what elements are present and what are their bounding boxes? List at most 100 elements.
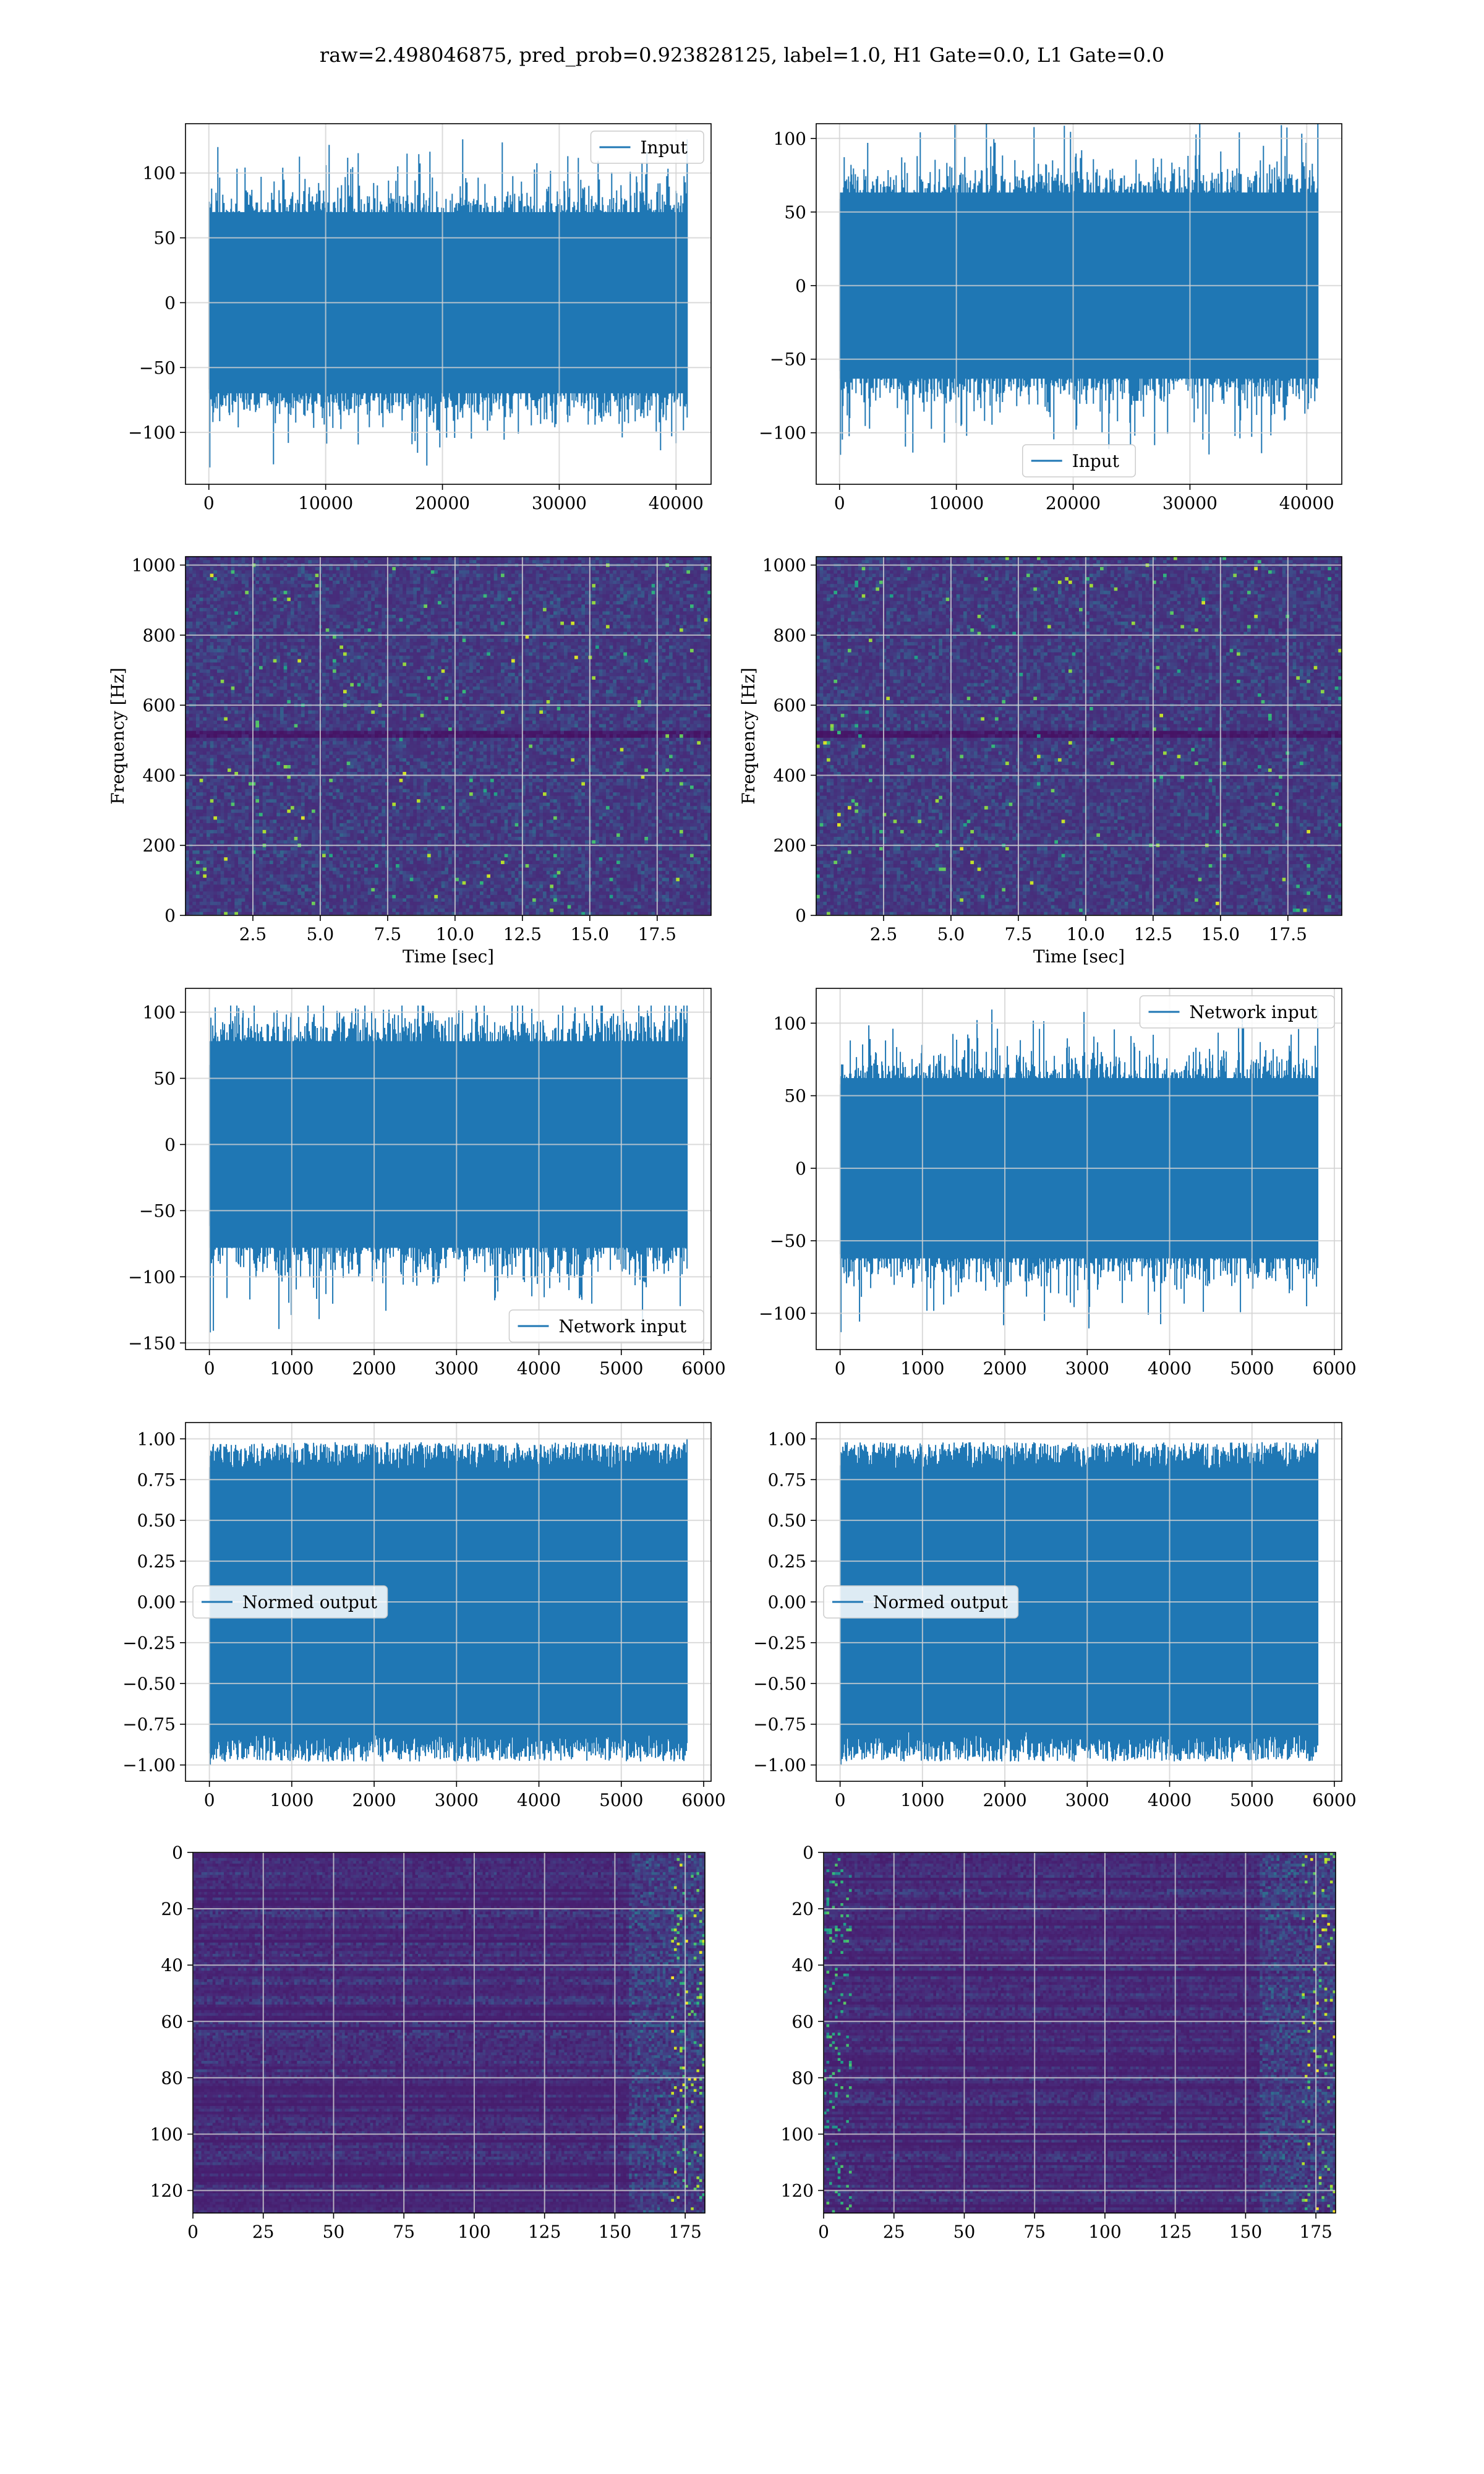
heatmap-cell: [210, 635, 214, 639]
heatmap-cell: [228, 584, 231, 588]
heatmap-cell: [392, 635, 396, 639]
heatmap-cell: [280, 662, 284, 666]
heatmap-cell: [638, 560, 641, 564]
heatmap-cell: [420, 567, 424, 571]
heatmap-cell: [200, 649, 203, 653]
heatmap-cell: [487, 604, 490, 608]
heatmap-cell: [417, 649, 420, 653]
heatmap-cell: [339, 662, 343, 666]
heatmap-cell: [364, 557, 368, 560]
heatmap-cell: [196, 659, 200, 663]
heatmap-cell: [389, 570, 393, 574]
heatmap-cell: [526, 628, 529, 632]
heatmap-cell: [445, 560, 448, 564]
heatmap-cell: [200, 611, 203, 615]
heatmap-cell: [347, 574, 351, 578]
heatmap-cell: [217, 574, 221, 578]
heatmap-cell: [686, 581, 690, 584]
heatmap-cell: [287, 574, 291, 578]
heatmap-cell: [192, 597, 196, 601]
heatmap-cell: [487, 608, 490, 612]
heatmap-cell: [410, 615, 414, 618]
heatmap-cell: [217, 615, 221, 618]
heatmap-cell: [547, 608, 550, 612]
heatmap-cell: [294, 625, 298, 629]
heatmap-cell: [543, 662, 547, 666]
heatmap-cell: [568, 611, 571, 615]
heatmap-cell: [634, 625, 638, 629]
heatmap-cell: [333, 662, 336, 666]
heatmap-cell: [189, 608, 193, 612]
heatmap-cell: [339, 594, 343, 598]
heatmap-cell: [680, 574, 683, 578]
heatmap-cell: [192, 615, 196, 618]
heatmap-cell: [276, 591, 280, 594]
heatmap-cell: [665, 611, 669, 615]
heatmap-cell: [326, 646, 330, 649]
heatmap-cell: [550, 611, 553, 615]
heatmap-cell: [196, 649, 200, 653]
heatmap-cell: [680, 594, 683, 598]
heatmap-cell: [638, 642, 641, 646]
heatmap-cell: [186, 649, 189, 653]
heatmap-cell: [553, 584, 557, 588]
heatmap-cell: [431, 557, 435, 560]
heatmap-cell: [420, 601, 424, 605]
heatmap-cell: [469, 615, 473, 618]
heatmap-cell: [501, 560, 505, 564]
heatmap-cell: [662, 597, 666, 601]
heatmap-cell: [480, 649, 484, 653]
heatmap-cell: [266, 601, 270, 605]
heatmap-cell: [291, 625, 294, 629]
heatmap-cell: [459, 639, 463, 643]
heatmap-cell: [455, 656, 459, 659]
heatmap-cell: [186, 628, 189, 632]
heatmap-cell: [234, 608, 238, 612]
heatmap-cell: [434, 615, 438, 618]
heatmap-cell: [511, 656, 515, 659]
heatmap-cell: [484, 659, 487, 663]
heatmap-cell: [606, 608, 610, 612]
heatmap-cell: [406, 666, 410, 670]
heatmap-cell: [469, 628, 473, 632]
heatmap-cell: [631, 608, 634, 612]
heatmap-cell: [571, 570, 574, 574]
heatmap-cell: [536, 560, 540, 564]
heatmap-cell: [627, 659, 631, 663]
heatmap-cell: [469, 625, 473, 629]
heatmap-cell: [294, 567, 298, 571]
heatmap-cell: [343, 604, 347, 608]
heatmap-cell: [659, 567, 662, 571]
heatmap-cell: [616, 584, 620, 588]
heatmap-cell: [297, 577, 301, 581]
heatmap-cell: [599, 594, 603, 598]
heatmap-cell: [297, 594, 301, 598]
heatmap-cell: [683, 646, 687, 649]
heatmap-cell: [389, 608, 393, 612]
heatmap-cell: [560, 635, 564, 639]
heatmap-cell: [441, 594, 445, 598]
heatmap-cell: [203, 591, 207, 594]
heatmap-cell: [213, 597, 217, 601]
heatmap-cell: [669, 588, 673, 591]
heatmap-cell: [581, 597, 585, 601]
heatmap-cell: [431, 656, 435, 659]
heatmap-cell: [641, 594, 645, 598]
heatmap-cell: [413, 611, 417, 615]
heatmap-cell: [623, 618, 627, 622]
heatmap-cell: [574, 618, 578, 622]
heatmap-cell: [536, 557, 540, 560]
heatmap-cell: [217, 604, 221, 608]
heatmap-cell: [210, 567, 214, 571]
heatmap-cell: [417, 584, 420, 588]
heatmap-cell: [497, 618, 501, 622]
heatmap-cell: [392, 628, 396, 632]
heatmap-cell: [487, 557, 490, 560]
heatmap-cell: [305, 581, 309, 584]
heatmap-cell: [354, 639, 357, 643]
heatmap-cell: [673, 635, 676, 639]
heatmap-cell: [448, 625, 452, 629]
heatmap-cell: [213, 601, 217, 605]
heatmap-cell: [553, 611, 557, 615]
heatmap-cell: [255, 601, 259, 605]
